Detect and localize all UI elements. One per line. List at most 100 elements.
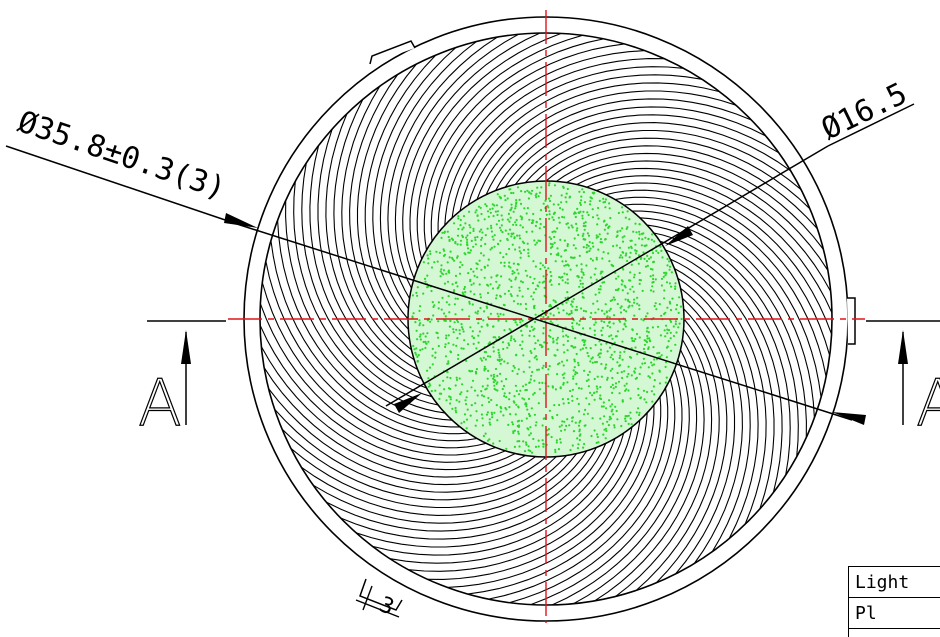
speckle-dot bbox=[472, 342, 475, 345]
speckle-dot bbox=[454, 384, 457, 387]
spiral-stroke bbox=[444, 58, 665, 226]
speckle-dot bbox=[478, 230, 481, 233]
speckle-dot bbox=[618, 364, 621, 367]
speckle-dot bbox=[511, 369, 514, 373]
speckle-dot bbox=[470, 386, 473, 389]
speckle-dot bbox=[511, 223, 515, 226]
speckle-dot bbox=[492, 238, 495, 241]
speckle-dot bbox=[466, 241, 469, 244]
speckle-dot bbox=[561, 215, 564, 219]
speckle-dot bbox=[487, 215, 490, 218]
speckle-dot bbox=[530, 325, 533, 328]
spiral-stroke bbox=[274, 408, 547, 493]
speckle-dot bbox=[484, 358, 487, 361]
speckle-dot bbox=[520, 329, 523, 332]
speckle-dot bbox=[575, 305, 578, 308]
speckle-dot bbox=[441, 231, 444, 234]
speckle-dot bbox=[668, 282, 672, 285]
speckle-dot bbox=[574, 373, 577, 376]
speckle-dot bbox=[665, 356, 669, 359]
speckle-dot bbox=[415, 291, 418, 294]
speckle-dot bbox=[572, 346, 575, 349]
speckle-dot bbox=[584, 221, 587, 224]
speckle-dot bbox=[412, 344, 415, 348]
speckle-dot bbox=[637, 394, 640, 397]
speckle-dot bbox=[647, 366, 650, 369]
speckle-dot bbox=[525, 443, 528, 446]
speckle-dot bbox=[458, 329, 461, 332]
speckle-dot bbox=[492, 346, 495, 349]
speckle-dot bbox=[536, 284, 539, 287]
speckle-dot bbox=[496, 312, 499, 315]
speckle-dot bbox=[533, 356, 536, 359]
speckle-dot bbox=[481, 404, 484, 407]
speckle-dot bbox=[479, 306, 482, 310]
speckle-dot bbox=[495, 294, 498, 297]
rim-tab-right bbox=[847, 297, 856, 345]
speckle-dot bbox=[606, 316, 609, 319]
speckle-dot bbox=[595, 390, 599, 393]
speckle-dot bbox=[529, 350, 532, 353]
speckle-dot bbox=[628, 355, 632, 359]
spiral-stroke bbox=[459, 74, 703, 212]
speckle-dot bbox=[489, 248, 492, 251]
speckle-dot bbox=[516, 372, 519, 375]
speckle-dot bbox=[622, 268, 625, 271]
speckle-dot bbox=[666, 345, 669, 348]
speckle-dot bbox=[634, 346, 637, 349]
speckle-dot bbox=[535, 196, 538, 199]
speckle-dot bbox=[589, 327, 592, 330]
speckle-dot bbox=[500, 224, 503, 227]
speckle-dot bbox=[566, 339, 570, 343]
speckle-dot bbox=[467, 272, 470, 275]
speckle-dot bbox=[498, 336, 501, 339]
speckle-dot bbox=[448, 239, 451, 242]
speckle-dot bbox=[631, 285, 634, 288]
speckle-dot bbox=[666, 332, 669, 335]
speckle-dot bbox=[514, 276, 518, 279]
speckle-dot bbox=[533, 320, 537, 323]
speckle-dot bbox=[530, 351, 533, 355]
speckle-dot bbox=[513, 395, 516, 398]
speckle-dot bbox=[635, 411, 638, 414]
speckle-dot bbox=[522, 370, 525, 373]
speckle-dot bbox=[608, 316, 611, 319]
speckle-dot bbox=[569, 268, 572, 271]
speckle-dot bbox=[652, 290, 655, 293]
speckle-dot bbox=[608, 202, 611, 205]
speckle-dot bbox=[615, 409, 618, 413]
speckle-dot bbox=[577, 387, 581, 390]
speckle-dot bbox=[666, 328, 669, 331]
speckle-dot bbox=[537, 368, 541, 371]
speckle-dot bbox=[576, 227, 579, 230]
rim-tab-top bbox=[369, 40, 416, 65]
speckle-dot bbox=[537, 439, 540, 442]
speckle-dot bbox=[526, 287, 530, 290]
speckle-dot bbox=[490, 276, 493, 279]
speckle-dot bbox=[449, 250, 452, 253]
speckle-dot bbox=[518, 289, 521, 292]
speckle-dot bbox=[492, 214, 495, 218]
speckle-dot bbox=[498, 358, 501, 361]
speckle-dot bbox=[503, 360, 506, 363]
speckle-dot bbox=[548, 409, 552, 412]
speckle-dot bbox=[654, 302, 657, 305]
speckle-dot bbox=[534, 342, 537, 345]
speckle-dot bbox=[573, 212, 576, 215]
speckle-dot bbox=[668, 300, 671, 303]
speckle-dot bbox=[557, 448, 561, 451]
speckle-dot bbox=[478, 330, 481, 333]
speckle-dot bbox=[529, 414, 532, 417]
speckle-dot bbox=[645, 244, 648, 247]
spiral-stroke bbox=[427, 412, 648, 580]
speckle-dot bbox=[453, 321, 456, 324]
speckle-dot bbox=[645, 340, 649, 344]
speckle-dot bbox=[636, 353, 639, 356]
speckle-dot bbox=[581, 217, 584, 220]
speckle-dot bbox=[653, 363, 656, 366]
speckle-dot bbox=[533, 379, 536, 382]
speckle-dot bbox=[648, 257, 651, 260]
speckle-dot bbox=[665, 281, 669, 284]
speckle-dot bbox=[458, 266, 461, 269]
speckle-dot bbox=[543, 294, 546, 297]
